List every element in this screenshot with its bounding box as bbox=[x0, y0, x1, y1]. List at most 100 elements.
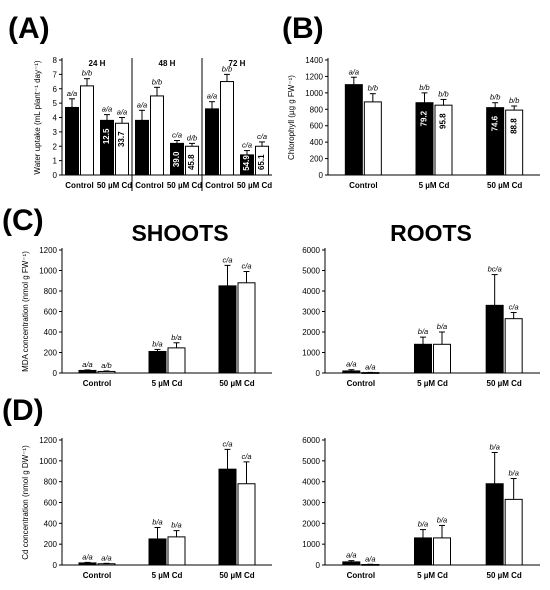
bar-value-label: 54.9 bbox=[242, 155, 251, 171]
bar bbox=[363, 101, 382, 176]
bar bbox=[342, 561, 361, 566]
y-tick-label: 600 bbox=[310, 122, 324, 131]
y-tick-label: 0 bbox=[316, 369, 321, 378]
significance-label: a/a bbox=[117, 108, 127, 117]
significance-label: a/a bbox=[101, 553, 111, 562]
significance-label: a/a bbox=[102, 105, 112, 114]
bar bbox=[504, 498, 523, 566]
bar bbox=[414, 537, 432, 566]
x-tick-label: 50 µM Cd bbox=[219, 379, 254, 388]
y-tick-label: 8 bbox=[53, 56, 58, 65]
significance-label: c/a bbox=[241, 262, 251, 271]
bar bbox=[218, 468, 237, 566]
y-tick-label: 0 bbox=[53, 171, 58, 180]
y-tick-label: 1000 bbox=[302, 349, 320, 358]
y-tick-label: 400 bbox=[44, 328, 58, 337]
x-tick-label: Control bbox=[349, 181, 377, 190]
y-tick-label: 600 bbox=[44, 308, 58, 317]
bar-value-label: 45.8 bbox=[187, 154, 196, 170]
bar bbox=[342, 370, 361, 374]
x-tick-label: Control bbox=[347, 379, 375, 388]
significance-label: b/b bbox=[368, 84, 378, 93]
y-axis-title: Cd concentration (nmol g DW⁻¹) bbox=[21, 445, 30, 560]
y-tick-label: 5000 bbox=[302, 457, 320, 466]
y-tick-label: 6000 bbox=[302, 246, 320, 255]
bar-value-label: 39.0 bbox=[172, 151, 181, 167]
y-tick-label: 400 bbox=[310, 138, 324, 147]
significance-label: c/a bbox=[509, 303, 519, 312]
y-tick-label: 5000 bbox=[302, 267, 320, 276]
x-tick-label: 5 µM Cd bbox=[152, 571, 183, 580]
significance-label: c/a bbox=[172, 131, 182, 140]
significance-label: b/a bbox=[418, 327, 428, 336]
bar bbox=[100, 119, 114, 176]
y-tick-label: 3000 bbox=[302, 499, 320, 508]
y-tick-label: 1 bbox=[53, 157, 58, 166]
y-tick-label: 200 bbox=[44, 540, 58, 549]
x-tick-label: Control bbox=[83, 571, 111, 580]
significance-label: c/a bbox=[222, 439, 232, 448]
bar bbox=[485, 483, 504, 566]
y-tick-label: 200 bbox=[44, 349, 58, 358]
chart-d-roots: 0 1000 2000 3000 4000 5000 6000 Control 5 µM Cd 5… bbox=[302, 436, 540, 580]
y-tick-label: 0 bbox=[316, 561, 321, 570]
bar bbox=[148, 350, 167, 374]
y-tick-label: 0 bbox=[53, 369, 58, 378]
chart-c-shoots: 0 200 400 600 800 1000 1200 MDA concentration (… bbox=[21, 246, 272, 388]
y-tick-label: 800 bbox=[310, 105, 324, 114]
bar bbox=[504, 318, 523, 374]
bar bbox=[80, 85, 94, 176]
y-axis-title: Chlorophyll (µg g FW⁻¹) bbox=[287, 75, 296, 160]
x-tick-label: 5 µM Cd bbox=[417, 571, 448, 580]
chart-a: 0 1 2 3 4 5 6 7 8 Water uptake (mL plant⁻¹ day⁻¹)… bbox=[33, 56, 272, 191]
y-tick-label: 1000 bbox=[302, 540, 320, 549]
significance-label: a/a bbox=[346, 360, 356, 369]
significance-label: b/a bbox=[437, 515, 447, 524]
x-tick-label: Control bbox=[135, 181, 163, 190]
y-tick-label: 5 bbox=[53, 99, 58, 108]
bar-value-label: 88.8 bbox=[509, 118, 518, 134]
significance-label: bc/a bbox=[488, 265, 502, 274]
y-tick-label: 400 bbox=[44, 519, 58, 528]
bar-value-label: 79.2 bbox=[420, 110, 429, 126]
bar bbox=[218, 285, 237, 374]
y-tick-label: 4 bbox=[53, 114, 58, 123]
bar bbox=[150, 95, 164, 176]
significance-label: a/a bbox=[67, 89, 77, 98]
chart-d-shoots: 0 200 400 600 800 1000 1200 Cd concentration (n… bbox=[21, 436, 272, 580]
group-header: 24 H bbox=[89, 59, 106, 68]
y-tick-label: 6000 bbox=[302, 436, 320, 445]
x-tick-label: 50 µM Cd bbox=[487, 379, 522, 388]
significance-label: a/b bbox=[101, 361, 111, 370]
significance-label: c/a bbox=[242, 141, 252, 150]
bar bbox=[167, 536, 186, 566]
y-tick-label: 2000 bbox=[302, 328, 320, 337]
y-tick-label: 3 bbox=[53, 128, 58, 137]
bar-value-label: 95.8 bbox=[439, 113, 448, 129]
significance-label: b/a bbox=[418, 520, 428, 529]
y-tick-label: 4000 bbox=[302, 287, 320, 296]
significance-label: b/a bbox=[171, 333, 181, 342]
significance-label: b/a bbox=[171, 521, 181, 530]
y-tick-label: 1000 bbox=[39, 267, 57, 276]
y-axis-title: MDA concentration (nmol g FW⁻¹) bbox=[21, 251, 30, 372]
bar bbox=[237, 483, 256, 566]
x-tick-label: 50 µM Cd bbox=[219, 571, 254, 580]
significance-label: c/a bbox=[222, 255, 232, 264]
panel-d-label: (D) bbox=[2, 394, 44, 427]
x-tick-label: 50 µM Cd bbox=[487, 571, 522, 580]
y-tick-label: 2000 bbox=[302, 519, 320, 528]
y-tick-label: 2 bbox=[53, 142, 58, 151]
significance-label: b/a bbox=[152, 518, 162, 527]
significance-label: a/a bbox=[82, 360, 92, 369]
bar bbox=[205, 108, 219, 176]
bar bbox=[78, 562, 97, 566]
significance-label: b/b bbox=[509, 96, 519, 105]
x-tick-label: Control bbox=[347, 571, 375, 580]
significance-label: a/a bbox=[137, 100, 147, 109]
charts-layer: 0 1 2 3 4 5 6 7 8 Water uptake (mL plant⁻¹ day⁻¹)… bbox=[21, 56, 540, 580]
chart-b: 0 200 400 600 800 1000 1200 1400 Chlorophyll (µg… bbox=[287, 56, 540, 190]
x-tick-label: 50 µM Cd bbox=[237, 181, 272, 190]
significance-label: b/a bbox=[437, 322, 447, 331]
